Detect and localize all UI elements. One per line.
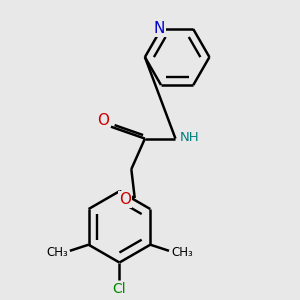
Text: NH: NH bbox=[180, 131, 200, 144]
Text: O: O bbox=[98, 113, 110, 128]
Text: Cl: Cl bbox=[112, 282, 126, 296]
Text: N: N bbox=[154, 21, 165, 36]
Text: O: O bbox=[119, 192, 131, 207]
Text: CH₃: CH₃ bbox=[171, 246, 193, 259]
Text: CH₃: CH₃ bbox=[46, 246, 68, 259]
